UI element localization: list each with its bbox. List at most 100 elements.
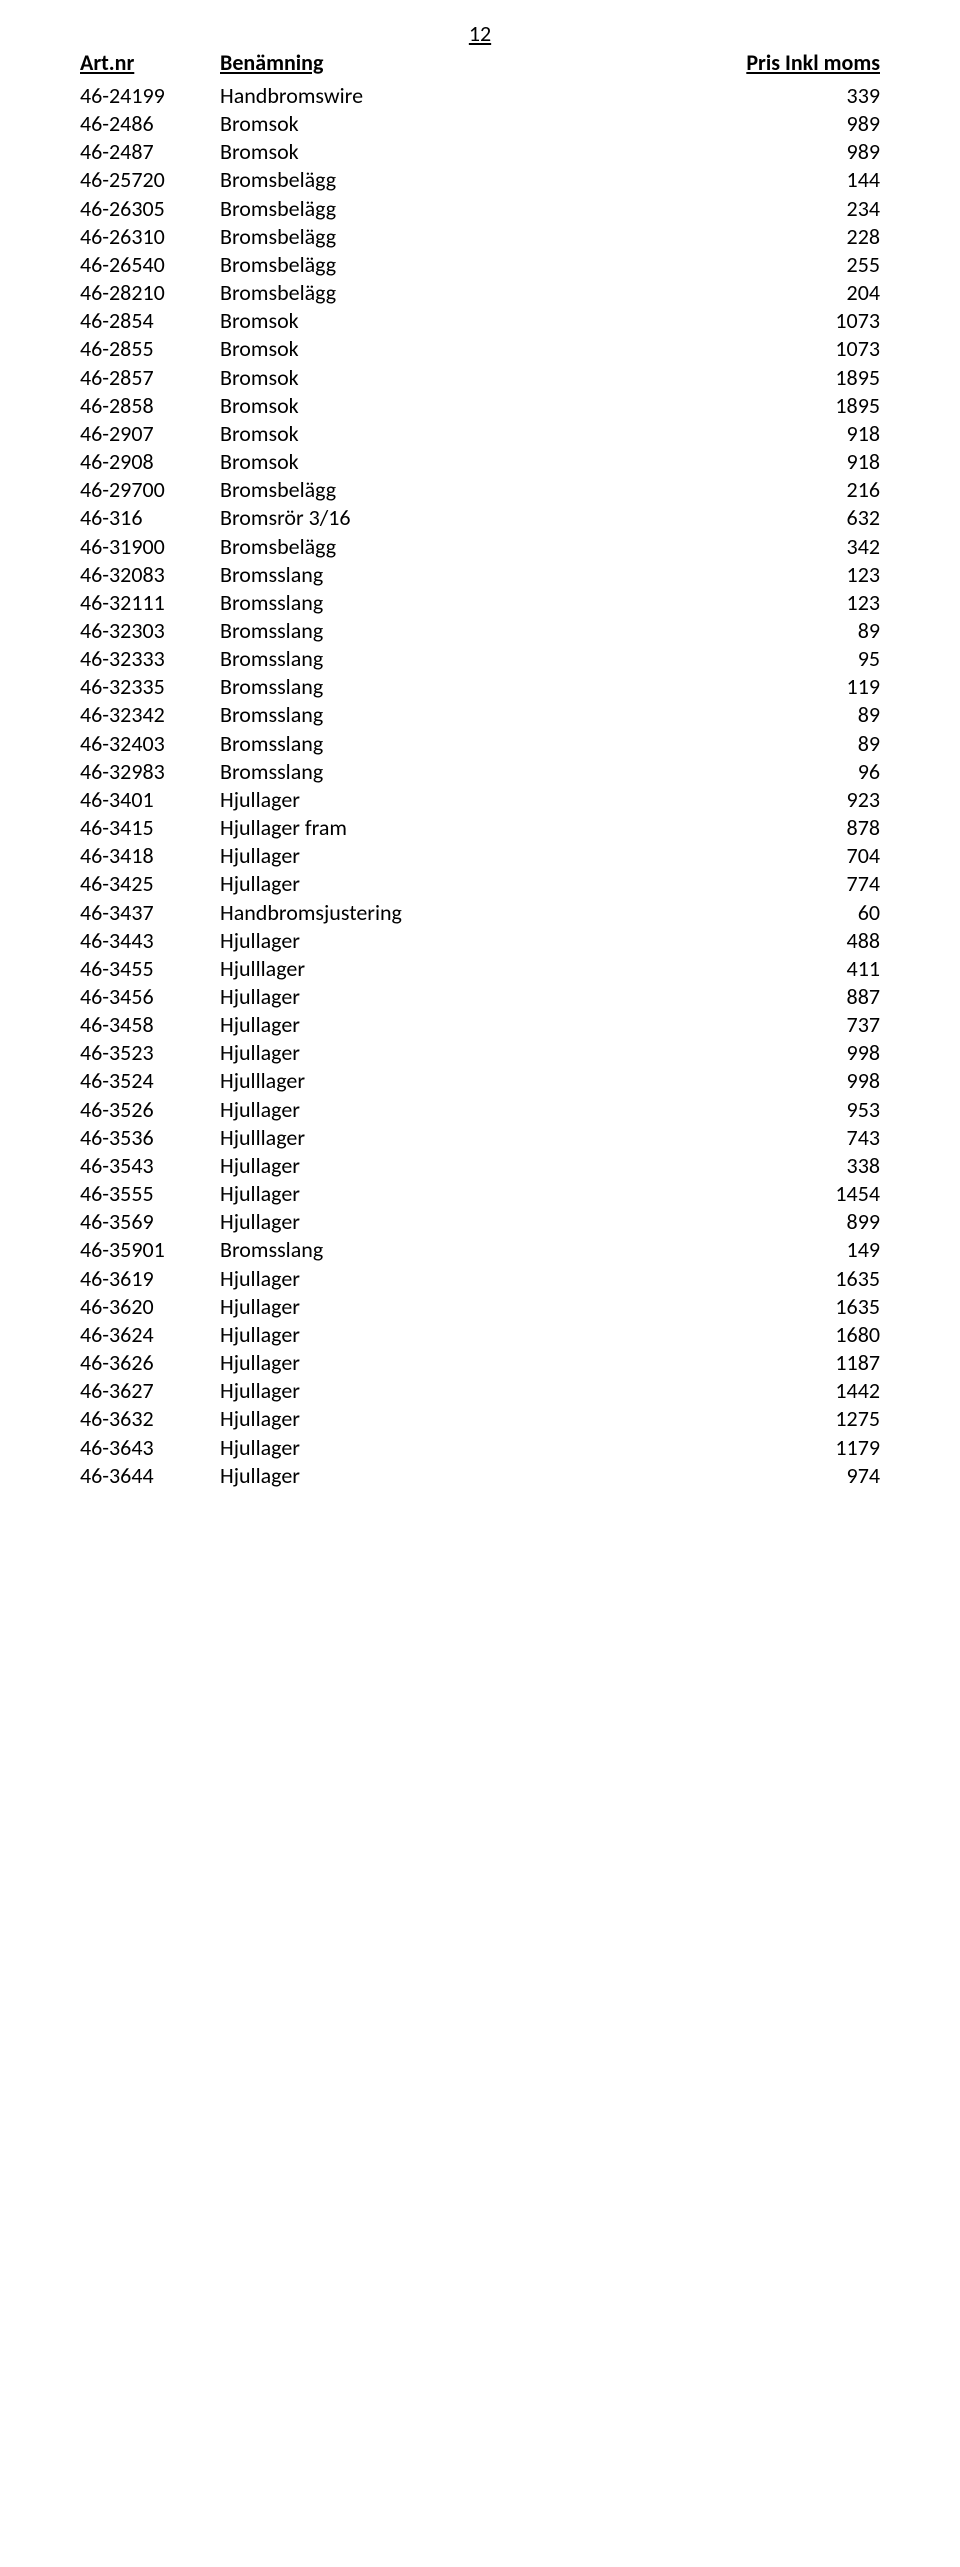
cell-name: Hjullager	[220, 1349, 720, 1377]
table-row: 46-3524Hjulllager998	[80, 1067, 880, 1095]
cell-artnr: 46-2907	[80, 420, 220, 448]
cell-artnr: 46-2908	[80, 448, 220, 476]
table-row: 46-32111Bromsslang123	[80, 589, 880, 617]
cell-price: 1275	[720, 1405, 880, 1433]
cell-price: 1442	[720, 1377, 880, 1405]
cell-artnr: 46-3555	[80, 1180, 220, 1208]
cell-artnr: 46-3619	[80, 1265, 220, 1293]
cell-price: 998	[720, 1067, 880, 1095]
cell-price: 1895	[720, 392, 880, 420]
cell-name: Hjullager	[220, 1377, 720, 1405]
cell-artnr: 46-3418	[80, 842, 220, 870]
table-row: 46-32335Bromsslang119	[80, 673, 880, 701]
table-row: 46-3620Hjullager1635	[80, 1293, 880, 1321]
cell-artnr: 46-35901	[80, 1236, 220, 1264]
cell-name: Bromsok	[220, 138, 720, 166]
cell-name: Bromsslang	[220, 645, 720, 673]
cell-name: Hjullager	[220, 1180, 720, 1208]
cell-price: 953	[720, 1096, 880, 1124]
cell-name: Bromsbelägg	[220, 251, 720, 279]
table-row: 46-2855Bromsok1073	[80, 335, 880, 363]
cell-name: Bromsok	[220, 392, 720, 420]
cell-artnr: 46-2858	[80, 392, 220, 420]
table-row: 46-26310Bromsbelägg228	[80, 223, 880, 251]
header-pris: Pris Inkl moms	[720, 49, 880, 76]
cell-artnr: 46-3455	[80, 955, 220, 983]
cell-price: 149	[720, 1236, 880, 1264]
cell-price: 704	[720, 842, 880, 870]
cell-name: Bromsslang	[220, 758, 720, 786]
cell-price: 96	[720, 758, 880, 786]
cell-price: 1073	[720, 335, 880, 363]
cell-price: 632	[720, 504, 880, 532]
cell-artnr: 46-3627	[80, 1377, 220, 1405]
cell-artnr: 46-3443	[80, 927, 220, 955]
cell-name: Bromsbelägg	[220, 166, 720, 194]
cell-artnr: 46-2857	[80, 364, 220, 392]
table-row: 46-3425Hjullager774	[80, 870, 880, 898]
table-row: 46-3555Hjullager1454	[80, 1180, 880, 1208]
table-row: 46-3418Hjullager704	[80, 842, 880, 870]
cell-name: Hjullager	[220, 1405, 720, 1433]
cell-price: 1073	[720, 307, 880, 335]
table-row: 46-316Bromsrör 3/16632	[80, 504, 880, 532]
cell-name: Hjullager	[220, 1152, 720, 1180]
cell-price: 228	[720, 223, 880, 251]
cell-price: 1187	[720, 1349, 880, 1377]
cell-price: 989	[720, 138, 880, 166]
table-row: 46-2486Bromsok989	[80, 110, 880, 138]
cell-name: Hjullager	[220, 1011, 720, 1039]
cell-artnr: 46-32333	[80, 645, 220, 673]
table-row: 46-3456Hjullager887	[80, 983, 880, 1011]
cell-artnr: 46-3569	[80, 1208, 220, 1236]
cell-price: 216	[720, 476, 880, 504]
cell-price: 1635	[720, 1265, 880, 1293]
cell-name: Bromsok	[220, 420, 720, 448]
cell-price: 998	[720, 1039, 880, 1067]
cell-name: Hjullager	[220, 842, 720, 870]
table-row: 46-32333Bromsslang95	[80, 645, 880, 673]
table-row: 46-32403Bromsslang89	[80, 730, 880, 758]
page-number: 12	[80, 20, 880, 47]
cell-price: 989	[720, 110, 880, 138]
cell-name: Hjulllager	[220, 1067, 720, 1095]
cell-price: 878	[720, 814, 880, 842]
table-body: 46-24199Handbromswire33946-2486Bromsok98…	[80, 82, 880, 1490]
cell-name: Bromsok	[220, 364, 720, 392]
cell-artnr: 46-2486	[80, 110, 220, 138]
cell-price: 1895	[720, 364, 880, 392]
cell-name: Bromsslang	[220, 1236, 720, 1264]
table-row: 46-3523Hjullager998	[80, 1039, 880, 1067]
table-row: 46-3626Hjullager1187	[80, 1349, 880, 1377]
table-row: 46-2857Bromsok1895	[80, 364, 880, 392]
cell-artnr: 46-32303	[80, 617, 220, 645]
cell-price: 1635	[720, 1293, 880, 1321]
cell-artnr: 46-3526	[80, 1096, 220, 1124]
cell-price: 1179	[720, 1434, 880, 1462]
cell-artnr: 46-32335	[80, 673, 220, 701]
cell-price: 144	[720, 166, 880, 194]
table-row: 46-32983Bromsslang96	[80, 758, 880, 786]
table-row: 46-3627Hjullager1442	[80, 1377, 880, 1405]
cell-name: Bromsok	[220, 110, 720, 138]
cell-artnr: 46-3543	[80, 1152, 220, 1180]
cell-price: 1680	[720, 1321, 880, 1349]
cell-price: 737	[720, 1011, 880, 1039]
cell-name: Hjullager	[220, 1039, 720, 1067]
table-row: 46-2907Bromsok918	[80, 420, 880, 448]
cell-artnr: 46-3425	[80, 870, 220, 898]
table-row: 46-3401Hjullager923	[80, 786, 880, 814]
cell-artnr: 46-32111	[80, 589, 220, 617]
price-list-page: 12 Art.nr Benämning Pris Inkl moms 46-24…	[0, 0, 960, 1530]
cell-artnr: 46-24199	[80, 82, 220, 110]
table-row: 46-32342Bromsslang89	[80, 701, 880, 729]
cell-name: Handbromsjustering	[220, 899, 720, 927]
cell-artnr: 46-3624	[80, 1321, 220, 1349]
cell-artnr: 46-26540	[80, 251, 220, 279]
cell-artnr: 46-3643	[80, 1434, 220, 1462]
cell-name: Hjullager	[220, 786, 720, 814]
cell-name: Hjullager	[220, 927, 720, 955]
cell-artnr: 46-26305	[80, 195, 220, 223]
cell-name: Handbromswire	[220, 82, 720, 110]
cell-price: 488	[720, 927, 880, 955]
